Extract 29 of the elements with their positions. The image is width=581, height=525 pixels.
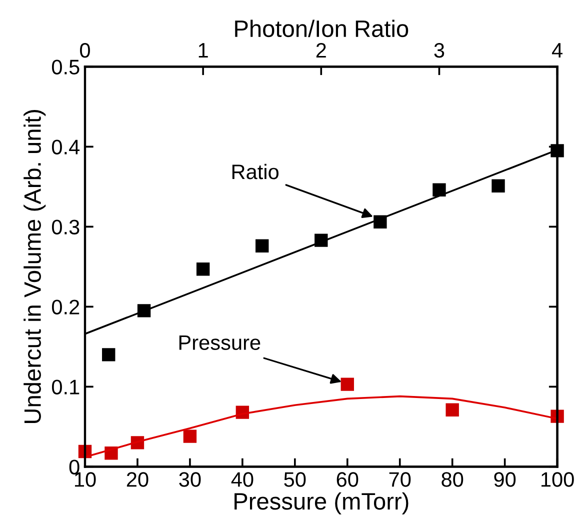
x2-tick-label: 0 bbox=[80, 42, 90, 58]
y-tick-label: 0.4 bbox=[52, 140, 80, 154]
annotation: Ratio bbox=[232, 164, 278, 180]
x-tick-label: 30 bbox=[179, 472, 201, 487]
x-tick-label: 70 bbox=[389, 472, 411, 487]
y-tick-label: 0.3 bbox=[52, 220, 80, 234]
x-tick-label: 90 bbox=[494, 472, 516, 487]
x-axis-title: Pressure (mTorr) bbox=[234, 492, 408, 514]
y-tick-label: 0 bbox=[69, 460, 80, 474]
annotation: Pressure bbox=[179, 335, 260, 350]
x2-tick-label: 2 bbox=[316, 42, 326, 58]
x2-tick-label: 3 bbox=[434, 42, 444, 58]
x2-axis-title: Photon/Ion Ratio bbox=[235, 20, 408, 38]
y-tick-label: 0.2 bbox=[52, 300, 80, 314]
y-tick-label: 0.1 bbox=[52, 380, 80, 394]
x-tick-label: 10 bbox=[75, 472, 96, 487]
point bbox=[340, 378, 354, 391]
x-tick-label: 50 bbox=[284, 472, 306, 487]
x2-tick-label: 1 bbox=[198, 43, 208, 58]
x-tick-label: 40 bbox=[231, 472, 254, 487]
y-tick-label: 0.5 bbox=[52, 60, 80, 74]
x-tick-label: 20 bbox=[126, 472, 148, 487]
x-tick-label: 80 bbox=[442, 472, 464, 487]
x2-tick-label: 4 bbox=[552, 43, 562, 58]
x-tick-label: 100 bbox=[542, 472, 574, 487]
point bbox=[183, 430, 197, 443]
point bbox=[446, 403, 459, 416]
y-axis-title: Undercut in Volume (Arb. unit) bbox=[24, 110, 46, 424]
x-tick-label: 60 bbox=[336, 472, 358, 487]
